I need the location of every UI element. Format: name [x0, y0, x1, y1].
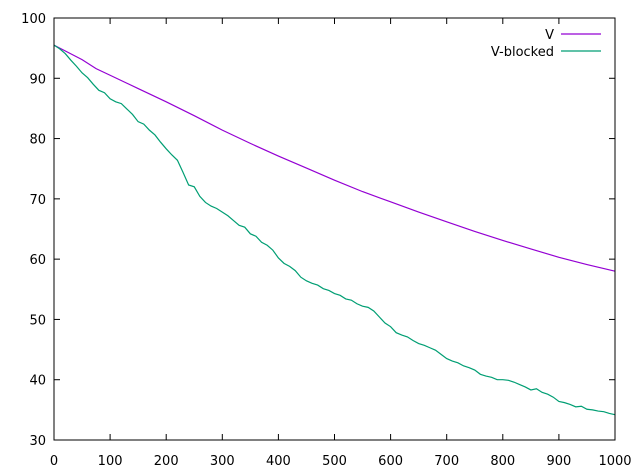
series-line-v-blocked — [53, 44, 616, 416]
x-axis-ticks: 0 100 200 300 400 500 600 700 800 900 1000 — [50, 18, 632, 469]
y-axis-ticks: 30 40 50 60 70 80 90 100 — [21, 12, 615, 449]
y-tick-label: 70 — [29, 193, 46, 208]
x-tick-label: 1000 — [598, 454, 631, 469]
y-tick-label: 30 — [29, 434, 46, 449]
plot-frame — [53, 17, 616, 441]
y-tick-label: 50 — [29, 313, 46, 328]
x-tick-label: 900 — [546, 454, 571, 469]
legend-label-v-blocked: V-blocked — [491, 45, 554, 60]
x-tick-label: 500 — [322, 454, 347, 469]
legend: V V-blocked — [491, 28, 601, 60]
y-tick-label: 60 — [29, 253, 46, 268]
x-tick-label: 600 — [378, 454, 403, 469]
series-layer — [53, 44, 616, 416]
x-tick-label: 100 — [98, 454, 123, 469]
x-tick-label: 200 — [154, 454, 179, 469]
legend-label-v: V — [545, 28, 554, 43]
x-tick-label: 300 — [210, 454, 235, 469]
y-tick-label: 80 — [29, 133, 46, 148]
y-tick-label: 90 — [29, 72, 46, 87]
series-line-v — [53, 44, 616, 272]
y-tick-label: 100 — [21, 12, 46, 27]
x-tick-label: 800 — [490, 454, 515, 469]
x-tick-label: 700 — [434, 454, 459, 469]
y-tick-label: 40 — [29, 374, 46, 389]
x-tick-label: 0 — [50, 454, 58, 469]
x-tick-label: 400 — [266, 454, 291, 469]
